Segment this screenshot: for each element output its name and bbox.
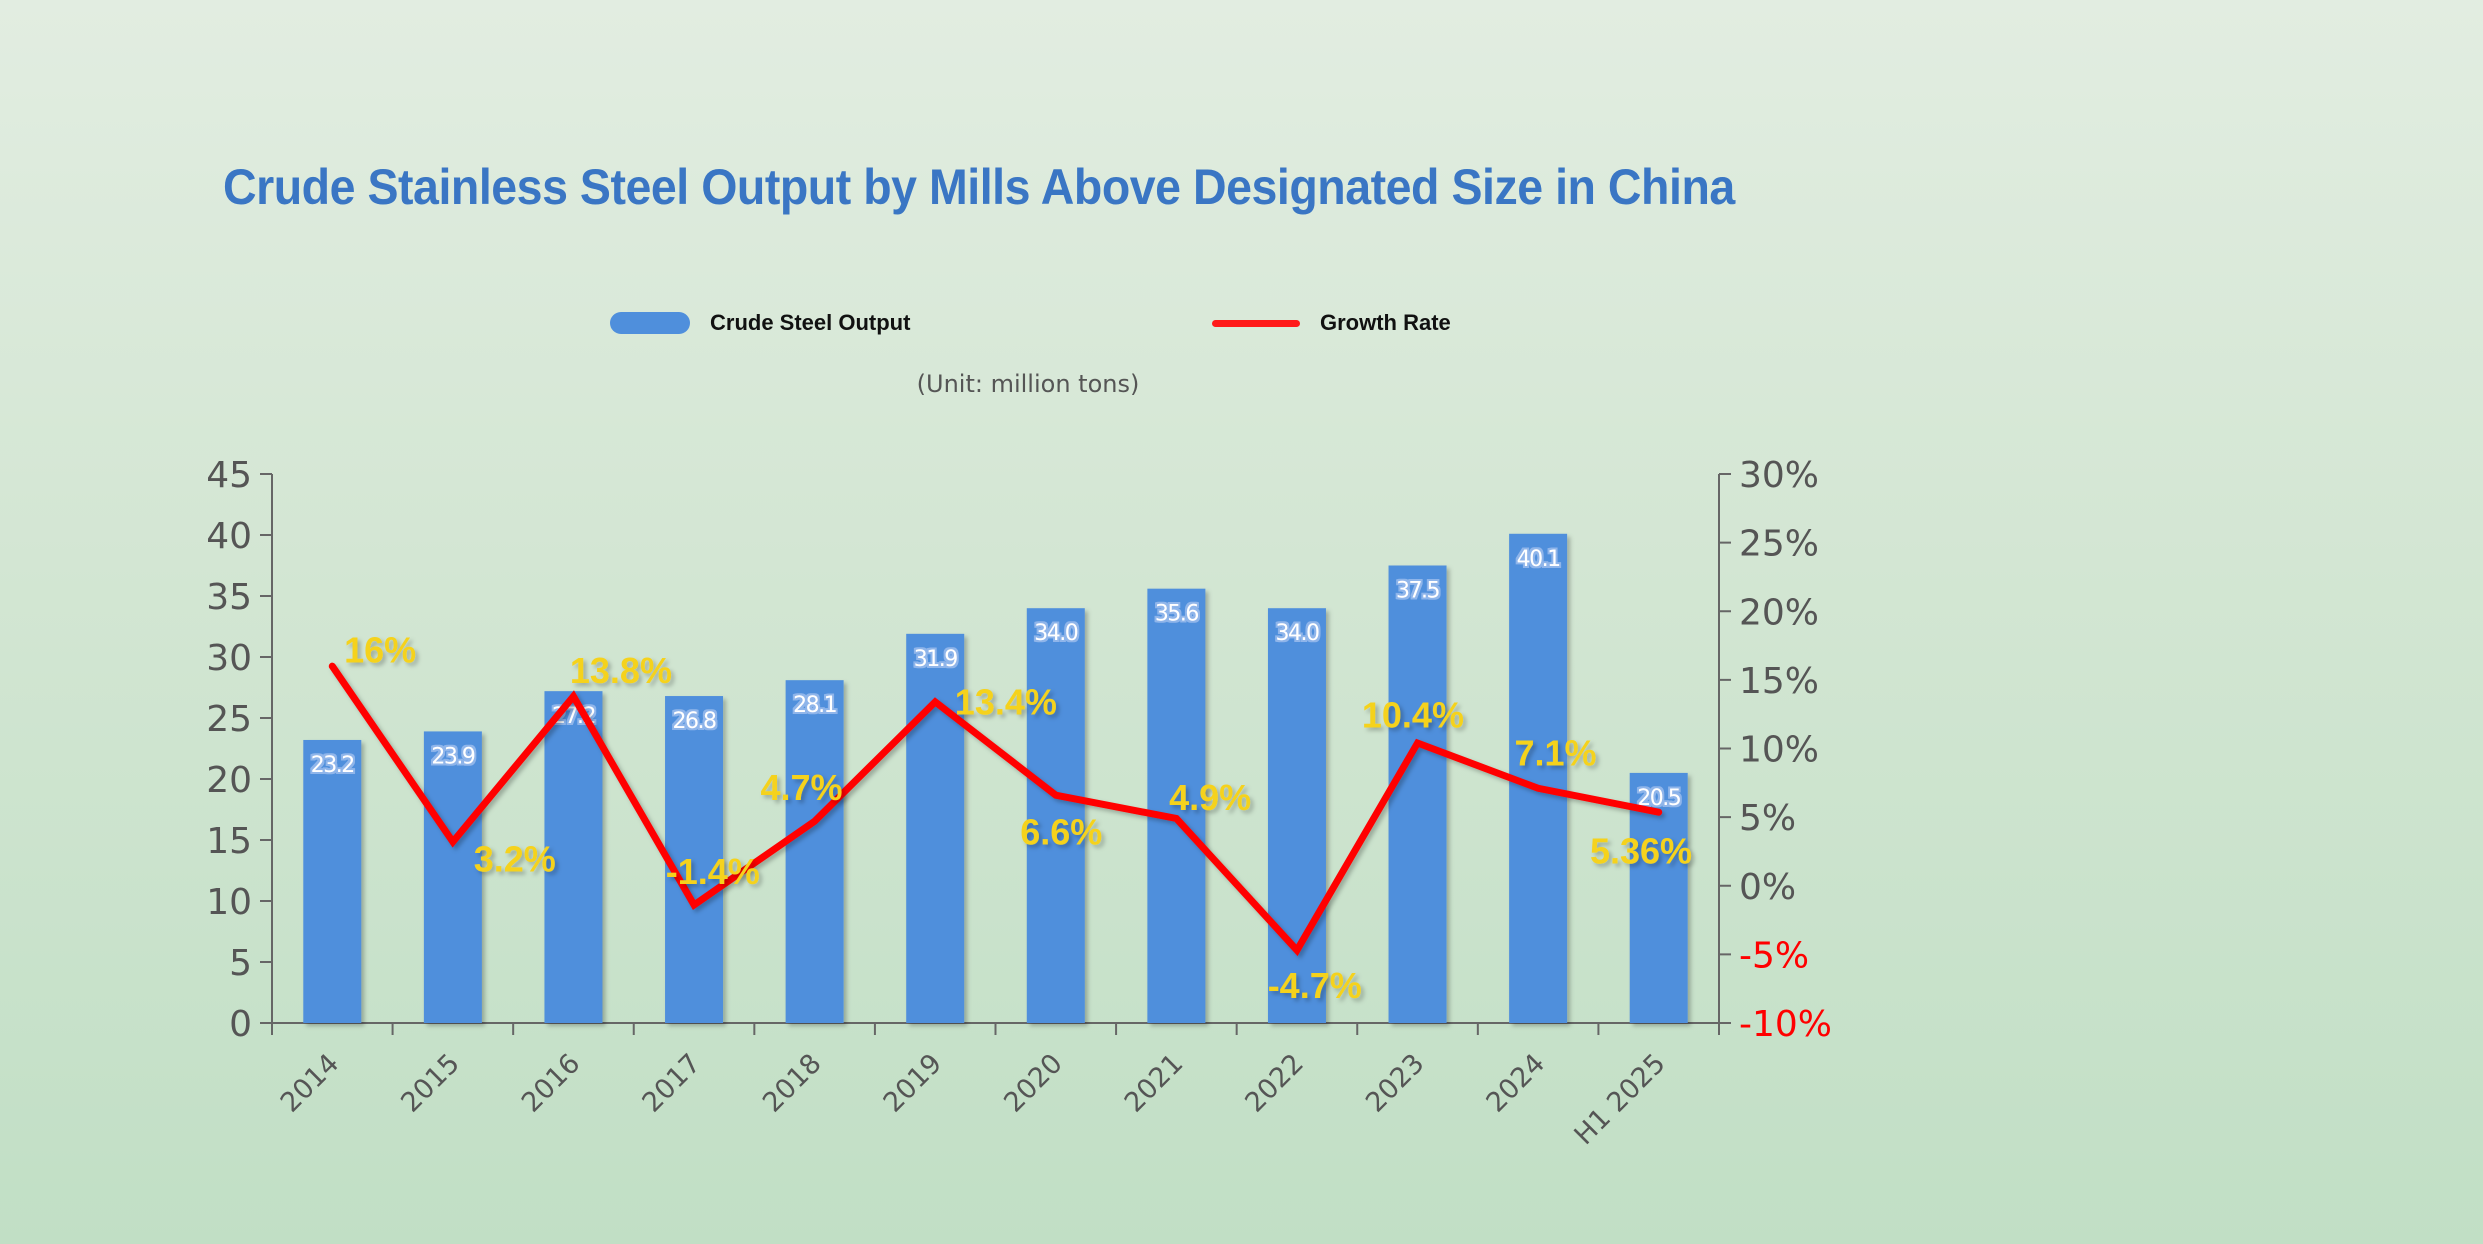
x-tick-label: 2014	[275, 1048, 346, 1119]
legend-bar-swatch	[610, 312, 690, 334]
growth-value-label: 10.4%	[1362, 694, 1464, 735]
x-tick-label: 2020	[998, 1048, 1069, 1119]
x-tick-label: 2015	[395, 1048, 466, 1119]
growth-value-label: 3.2%	[474, 839, 556, 880]
bar	[785, 680, 844, 1023]
bar-value-label: 26.8	[673, 709, 716, 734]
growth-line	[328, 662, 1663, 957]
legend-label: Growth Rate	[1320, 310, 1451, 335]
growth-value-label: 13.4%	[955, 682, 1057, 723]
y-right-tick-label: 20%	[1739, 592, 1819, 633]
growth-value-label: -4.7%	[1268, 965, 1362, 1006]
bar	[303, 739, 362, 1023]
bar	[1267, 608, 1326, 1023]
growth-value-label: 4.7%	[760, 767, 842, 808]
growth-value-label: 13.8%	[570, 650, 672, 691]
y-right-tick-label: -10%	[1739, 1004, 1832, 1045]
bar	[423, 731, 482, 1023]
y-right-tick-label: -5%	[1739, 935, 1809, 976]
y-right-tick-label: 15%	[1739, 661, 1819, 702]
bar	[544, 691, 603, 1023]
y-right-tick-label: 5%	[1739, 798, 1796, 839]
legend-item-growth: Growth Rate	[1212, 310, 1451, 336]
bar	[1026, 608, 1085, 1023]
x-tick-label: 2022	[1239, 1048, 1310, 1119]
growth-value-label: 4.9%	[1169, 777, 1251, 818]
x-tick-label: 2023	[1360, 1048, 1431, 1119]
x-tick-label: 2018	[757, 1048, 828, 1119]
y-left-tick-label: 45	[206, 455, 252, 496]
y-left-tick-label: 10	[206, 882, 252, 923]
x-tick-label: 2021	[1119, 1048, 1190, 1119]
bar	[665, 696, 724, 1023]
bar	[1147, 588, 1206, 1023]
bar-value-label: 23.9	[431, 744, 474, 769]
bar-value-label: 34.0	[1275, 621, 1318, 646]
bar-value-label: 28.1	[793, 693, 836, 718]
y-left-tick-label: 20	[206, 760, 252, 801]
x-tick-label: 2024	[1481, 1048, 1552, 1119]
y-left-tick-label: 35	[206, 577, 252, 618]
y-left-tick-label: 15	[206, 821, 252, 862]
growth-value-label: 5.36%	[1590, 831, 1692, 872]
growth-value-label: -1.4%	[666, 851, 760, 892]
x-tick-label: 2019	[878, 1048, 949, 1119]
y-left-tick-label: 0	[229, 1004, 252, 1045]
bar	[1388, 565, 1447, 1023]
x-tick-label: H1 2025	[1569, 1048, 1672, 1151]
y-right-tick-label: 0%	[1739, 867, 1796, 908]
unit-note: (Unit: million tons)	[916, 370, 1140, 398]
y-right-tick-label: 10%	[1739, 730, 1819, 771]
y-left-tick-label: 5	[229, 943, 252, 984]
y-left-tick-label: 30	[206, 638, 252, 679]
legend-line-swatch	[1212, 319, 1300, 327]
growth-value-label: 7.1%	[1514, 732, 1596, 773]
bar-value-label: 31.9	[914, 647, 957, 672]
bar-value-label: 40.1	[1517, 547, 1560, 572]
x-tick-label: 2017	[636, 1048, 707, 1119]
bar-value-label: 34.0	[1034, 621, 1077, 646]
y-right-tick-label: 25%	[1739, 524, 1819, 565]
bar-value-label: 23.2	[311, 753, 354, 778]
y-left-tick-label: 40	[206, 516, 252, 557]
legend-item-output: Crude Steel Output	[610, 310, 910, 336]
bar-value-label: 35.6	[1155, 602, 1198, 627]
growth-value-label: 6.6%	[1020, 812, 1102, 853]
y-right-tick-label: 30%	[1739, 455, 1819, 496]
chart-title: Crude Stainless Steel Output by Mills Ab…	[223, 159, 1735, 215]
legend-label: Crude Steel Output	[710, 310, 911, 335]
x-tick-label: 2016	[516, 1048, 587, 1119]
growth-value-label: 16%	[344, 629, 416, 670]
bar-value-label: 37.5	[1396, 579, 1439, 604]
y-left-tick-label: 25	[206, 699, 252, 740]
